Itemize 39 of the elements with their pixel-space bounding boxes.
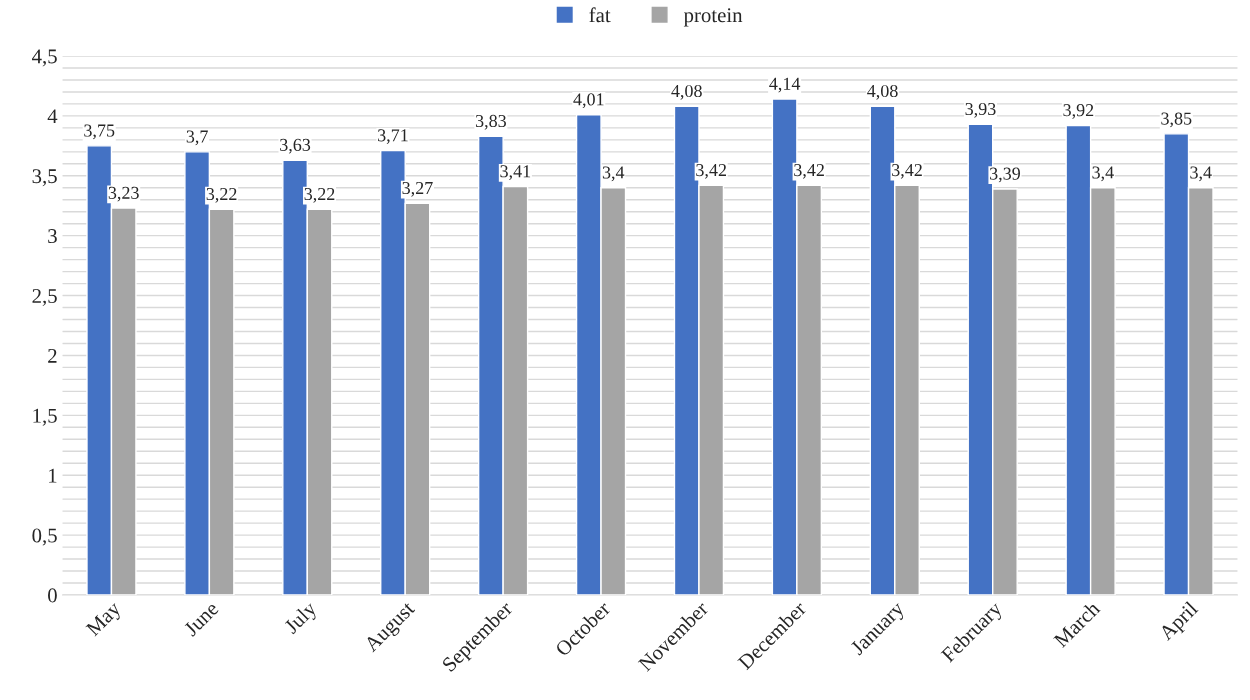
data-label: 4,08	[671, 84, 702, 100]
data-label: 3,23	[108, 186, 139, 202]
y-tick-label: 3,5	[32, 169, 57, 187]
data-label: 3,7	[186, 130, 208, 146]
data-label: 4,14	[769, 77, 801, 93]
data-label: 3,4	[1190, 166, 1212, 182]
y-tick-label: 0,5	[32, 528, 57, 546]
data-label: 3,85	[1161, 112, 1192, 128]
data-label: 4,08	[867, 84, 898, 100]
legend-label: protein	[683, 8, 743, 27]
data-label: 3,22	[206, 187, 237, 203]
data-label: 4,01	[573, 93, 604, 109]
data-label: 3,63	[280, 138, 311, 154]
data-label: 3,4	[1092, 166, 1114, 182]
data-label: 3,42	[696, 164, 726, 179]
data-label: 3,27	[402, 181, 433, 197]
data-label: 3,4	[602, 166, 625, 182]
data-label: 3,42	[794, 164, 824, 179]
y-tick-label: 4,5	[32, 49, 57, 67]
y-tick-label: 2,5	[32, 288, 57, 306]
x-tick-label: July	[283, 599, 321, 638]
data-label: 3,71	[378, 129, 408, 144]
data-label: 3,39	[990, 167, 1021, 183]
legend-label: fat	[589, 7, 611, 23]
data-label: 3,22	[304, 187, 335, 203]
data-label: 3,93	[965, 102, 996, 118]
y-tick-label: 2	[48, 348, 57, 363]
y-tick-label: 0	[48, 588, 57, 603]
data-label: 3,42	[892, 164, 922, 179]
y-tick-label: 4	[47, 109, 58, 124]
y-tick-label: 1,5	[33, 408, 57, 426]
y-tick-label: 1	[49, 468, 57, 483]
data-label: 3,92	[1063, 104, 1094, 119]
data-label: 3,83	[475, 114, 506, 130]
y-tick-label: 3	[48, 229, 57, 244]
data-label: 3,75	[84, 124, 115, 140]
x-tick-label: May	[85, 600, 125, 640]
x-tick-label: June	[183, 600, 220, 637]
data-label: 3,41	[500, 165, 531, 180]
